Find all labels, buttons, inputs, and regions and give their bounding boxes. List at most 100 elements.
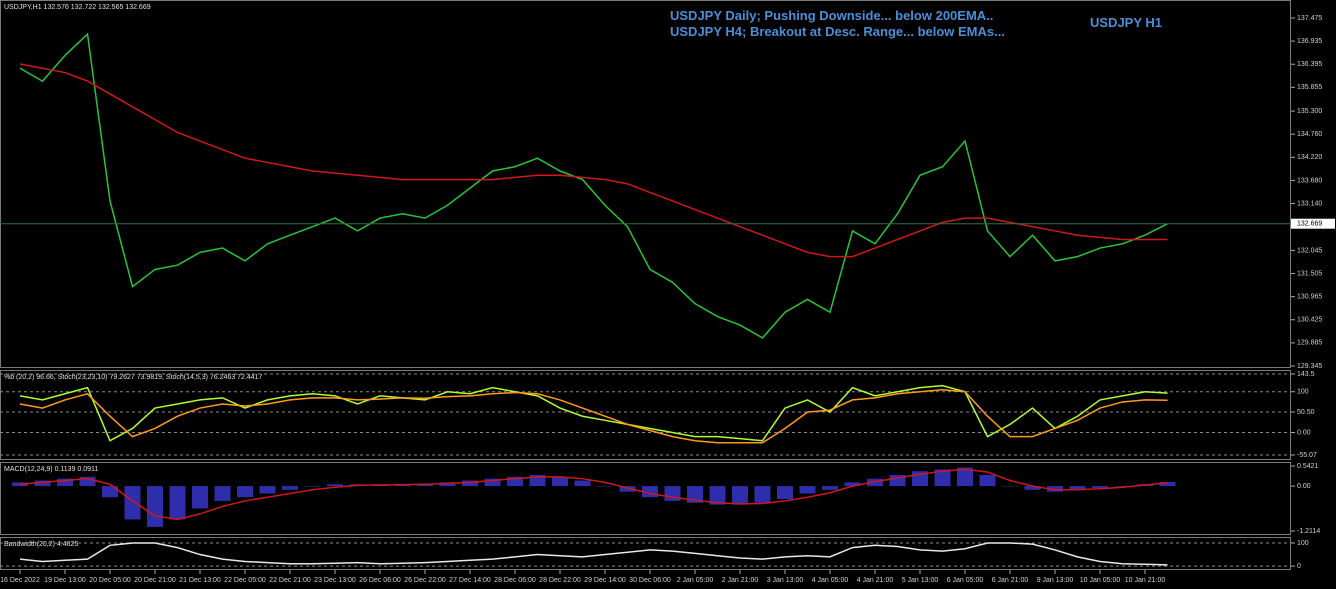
x-tick-label: 4 Jan 21:00 xyxy=(857,577,894,584)
y-tick-label: 134.760 xyxy=(1297,131,1322,138)
pane-title: %b (20,2) 96.66, Stoch(23,23,10) 79.2627… xyxy=(4,374,263,381)
y-tick-label: 143.5 xyxy=(1297,371,1315,378)
x-tick-label: 2 Jan 21:00 xyxy=(722,577,759,584)
histogram-bar xyxy=(799,486,816,494)
price-tag xyxy=(1291,218,1335,229)
y-tick-label: 100 xyxy=(1297,540,1309,547)
y-tick-label: 135.300 xyxy=(1297,108,1322,115)
histogram-bar xyxy=(57,478,73,487)
x-tick-label: 23 Dec 13:00 xyxy=(314,577,356,584)
series-line xyxy=(19,542,1168,566)
series-line xyxy=(19,468,1168,521)
histogram-bar xyxy=(619,486,636,492)
y-tick-label: 100 xyxy=(1297,389,1309,396)
series-line xyxy=(19,63,1168,258)
x-tick-label: 26 Dec 06:00 xyxy=(359,577,401,584)
histogram-bar xyxy=(597,486,613,487)
histogram-bar xyxy=(304,486,321,487)
histogram-bar xyxy=(1069,486,1086,490)
histogram-bar xyxy=(574,480,591,487)
histogram-bar xyxy=(1002,486,1018,487)
y-tick-label: 130.425 xyxy=(1297,317,1322,324)
y-tick-label: 133.680 xyxy=(1297,177,1322,184)
y-tick-label: 50.50 xyxy=(1297,409,1315,416)
histogram-bar xyxy=(282,486,298,490)
histogram-bar xyxy=(507,476,523,487)
histogram-bar xyxy=(529,474,546,487)
histogram-bar xyxy=(1024,486,1041,490)
x-tick-label: 20 Dec 05:00 xyxy=(89,577,131,584)
x-tick-label: 27 Dec 14:00 xyxy=(449,577,491,584)
histogram-bar xyxy=(889,474,906,487)
y-tick-label: -55.07 xyxy=(1297,452,1317,459)
y-tick-label: 129.885 xyxy=(1297,340,1322,347)
x-tick-label: 28 Dec 22:00 xyxy=(539,577,581,584)
histogram-bar xyxy=(327,484,343,487)
histogram-bar xyxy=(957,467,973,487)
y-tick-label: 130.965 xyxy=(1297,293,1322,300)
histogram-bar xyxy=(822,486,838,490)
histogram-bar xyxy=(124,486,141,520)
y-tick-label: 131.505 xyxy=(1297,270,1322,277)
y-tick-label: 132.045 xyxy=(1297,247,1322,254)
x-tick-label: 3 Jan 13:00 xyxy=(767,577,804,584)
y-tick-label: 0.00 xyxy=(1297,483,1311,490)
histogram-bar xyxy=(259,486,276,494)
y-tick-label: -1.2114 xyxy=(1297,528,1320,535)
histogram-bar xyxy=(979,474,996,487)
pane-frame xyxy=(0,537,1291,570)
annotation: USDJPY H4; Breakout at Desc. Range... be… xyxy=(670,24,1005,39)
histogram-bar xyxy=(687,486,703,503)
histogram-bar xyxy=(732,486,748,505)
y-tick-label: 134.220 xyxy=(1297,154,1322,161)
x-tick-label: 29 Dec 14:00 xyxy=(584,577,626,584)
histogram-bar xyxy=(79,476,96,487)
x-tick-label: 30 Dec 06:00 xyxy=(629,577,671,584)
x-tick-label: 5 Jan 13:00 xyxy=(902,577,939,584)
histogram-bar xyxy=(214,486,231,501)
series-line xyxy=(19,384,1168,442)
x-tick-label: 19 Dec 13:00 xyxy=(44,577,86,584)
pane-frame xyxy=(0,462,1291,535)
annotation: USDJPY Daily; Pushing Downside... below … xyxy=(670,8,993,23)
histogram-bar xyxy=(709,486,726,505)
y-tick-label: 0 xyxy=(1297,563,1301,570)
y-tick-label: 136.395 xyxy=(1297,61,1322,68)
histogram-bar xyxy=(237,486,253,498)
y-tick-label: 136.935 xyxy=(1297,38,1322,45)
pane-frame xyxy=(0,370,1291,460)
x-tick-label: 26 Dec 22:00 xyxy=(404,577,446,584)
y-tick-label: 0.5421 xyxy=(1297,463,1319,470)
histogram-bar xyxy=(552,476,568,487)
x-tick-label: 10 Jan 21:00 xyxy=(1125,577,1166,584)
x-tick-label: 22 Dec 05:00 xyxy=(224,577,266,584)
histogram-bar xyxy=(1092,486,1108,488)
histogram-bar xyxy=(934,469,951,487)
x-tick-label: 21 Dec 13:00 xyxy=(179,577,221,584)
histogram-bar xyxy=(192,486,208,509)
series-line xyxy=(19,388,1168,444)
annotation: USDJPY H1 xyxy=(1090,15,1162,30)
x-tick-label: 16 Dec 2022 xyxy=(0,577,40,584)
y-tick-label: 129.345 xyxy=(1297,363,1322,370)
pane-frame xyxy=(0,0,1291,368)
histogram-bar xyxy=(34,480,51,487)
price-label: 132.669 xyxy=(1297,221,1322,228)
x-tick-label: 6 Jan 05:00 xyxy=(947,577,984,584)
histogram-bar xyxy=(102,486,118,498)
x-tick-label: 2 Jan 05:00 xyxy=(677,577,714,584)
x-tick-label: 20 Dec 21:00 xyxy=(134,577,176,584)
y-tick-label: 133.140 xyxy=(1297,200,1322,207)
pane-title: USDJPY,H1 132.576 132.722 132.565 132.66… xyxy=(4,4,151,11)
x-tick-label: 10 Jan 05:00 xyxy=(1080,577,1121,584)
histogram-bar xyxy=(484,478,501,487)
histogram-bar xyxy=(169,486,186,520)
pane-title: Bandwidth(20,2) 4.4825 xyxy=(4,541,78,548)
histogram-bar xyxy=(147,486,163,527)
y-tick-label: 135.855 xyxy=(1297,84,1322,91)
x-tick-label: 28 Dec 06:00 xyxy=(494,577,536,584)
y-tick-label: 137.475 xyxy=(1297,15,1322,22)
x-tick-label: 9 Jan 13:00 xyxy=(1037,577,1074,584)
y-tick-label: 0.00 xyxy=(1297,429,1311,436)
histogram-bar xyxy=(417,484,433,487)
